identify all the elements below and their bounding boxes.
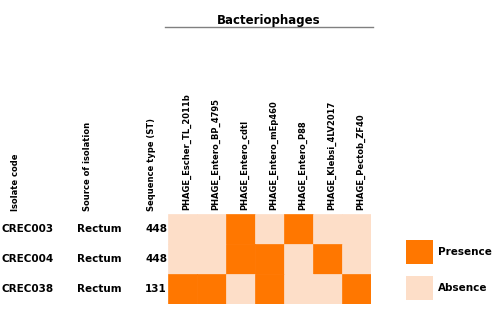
Bar	[312, 274, 342, 304]
Text: PHAGE_Entero_mEp460: PHAGE_Entero_mEp460	[269, 100, 278, 210]
Text: Source of isolation: Source of isolation	[82, 122, 92, 211]
Bar	[342, 214, 370, 244]
Bar	[196, 244, 226, 274]
Text: PHAGE_Pectob_ZF40: PHAGE_Pectob_ZF40	[356, 113, 365, 210]
Text: 131: 131	[145, 284, 167, 294]
Text: PHAGE_Escher_TL_2011b: PHAGE_Escher_TL_2011b	[182, 94, 191, 210]
Bar	[312, 214, 342, 244]
Text: Rectum: Rectum	[78, 224, 122, 234]
Bar	[312, 244, 342, 274]
Bar	[196, 274, 226, 304]
Text: PHAGE_Klebsi_4LV2017: PHAGE_Klebsi_4LV2017	[327, 101, 336, 210]
Text: Sequence type (ST): Sequence type (ST)	[148, 118, 156, 211]
Text: PHAGE_Entero_cdtI: PHAGE_Entero_cdtI	[240, 120, 249, 210]
Bar	[196, 214, 226, 244]
Text: Rectum: Rectum	[78, 284, 122, 294]
Bar	[168, 244, 196, 274]
Bar	[226, 274, 254, 304]
Text: PHAGE_Entero_BP_4795: PHAGE_Entero_BP_4795	[211, 98, 220, 210]
Bar	[226, 214, 254, 244]
Bar	[254, 214, 284, 244]
Text: CREC038: CREC038	[1, 284, 53, 294]
Text: 448: 448	[145, 224, 167, 234]
Bar	[284, 214, 312, 244]
Bar	[168, 274, 196, 304]
Bar	[226, 244, 254, 274]
Text: Rectum: Rectum	[78, 254, 122, 264]
Text: Isolate code: Isolate code	[11, 153, 20, 211]
Bar	[342, 244, 370, 274]
Text: Bacteriophages: Bacteriophages	[217, 14, 321, 27]
Text: CREC003: CREC003	[1, 224, 53, 234]
Text: CREC004: CREC004	[1, 254, 53, 264]
Bar	[284, 244, 312, 274]
Text: PHAGE_Entero_P88: PHAGE_Entero_P88	[298, 120, 307, 210]
Bar	[284, 274, 312, 304]
Text: Absence: Absence	[438, 283, 488, 293]
Bar	[254, 244, 284, 274]
Bar	[168, 214, 196, 244]
Bar	[342, 274, 370, 304]
Text: 448: 448	[145, 254, 167, 264]
Text: Presence: Presence	[438, 247, 492, 257]
Bar	[254, 274, 284, 304]
